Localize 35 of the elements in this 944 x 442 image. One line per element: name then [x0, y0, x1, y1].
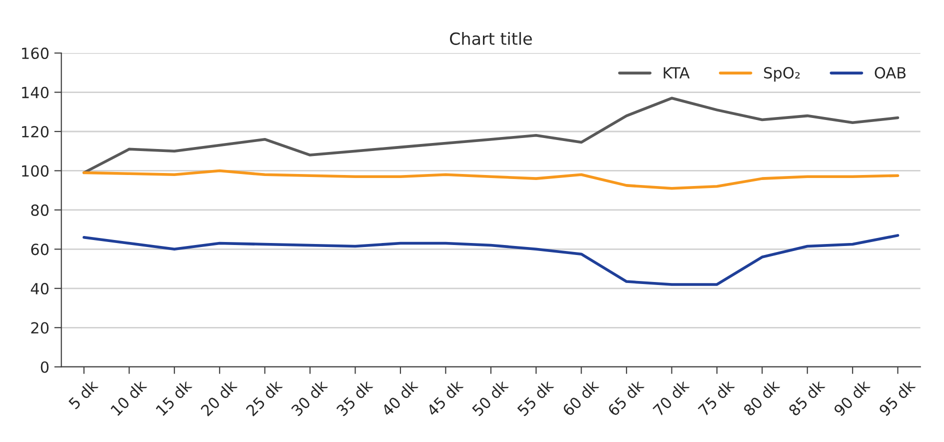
x-tick-label: 80 dk	[742, 378, 780, 417]
legend-label: KTA	[664, 67, 690, 78]
x-tick-label: 15 dk	[155, 378, 193, 416]
x-tick-label: 20 dk	[200, 378, 238, 417]
line-series	[82, 234, 900, 286]
x-tick-label: 10 dk	[110, 378, 148, 416]
x-tick-label: 90 dk	[832, 378, 871, 417]
y-tick-label: 120	[22, 126, 49, 138]
y-tick-label: 40	[30, 282, 49, 294]
legend-label: OAB	[874, 67, 906, 79]
y-tick-label: 0	[40, 361, 49, 373]
legend-label: SpO₂	[764, 67, 800, 82]
x-tick-label: 75 dk	[697, 378, 736, 416]
x-tick-label: 95 dk	[878, 378, 916, 417]
x-tick-label: 35 dk	[336, 378, 374, 416]
y-tick-label: 80	[31, 204, 49, 216]
x-tick-label: 25 dk	[245, 378, 284, 417]
x-tick-label: 65 dk	[606, 378, 645, 417]
chart-title: Chart title	[450, 32, 532, 45]
x-tick-label: 70 dk	[652, 378, 690, 416]
line-series	[82, 169, 900, 190]
x-tick-label: 55 dk	[516, 378, 554, 416]
x-tick-label: 60 dk	[562, 378, 600, 417]
x-tick-label: 5 dk	[68, 378, 99, 410]
y-tick-label: 60	[31, 244, 49, 256]
y-tick-label: 100	[22, 165, 49, 177]
line-series	[82, 96, 900, 174]
x-tick-label: 40 dk	[380, 378, 419, 417]
y-tick-label: 140	[22, 86, 49, 98]
y-tick-label: 20	[31, 322, 49, 334]
x-tick-label: 45 dk	[426, 378, 464, 417]
x-tick-label: 85 dk	[788, 378, 826, 417]
x-tick-label: 50 dk	[471, 378, 510, 416]
y-tick-label: 160	[22, 48, 49, 60]
x-tick-label: 30 dk	[290, 378, 328, 416]
